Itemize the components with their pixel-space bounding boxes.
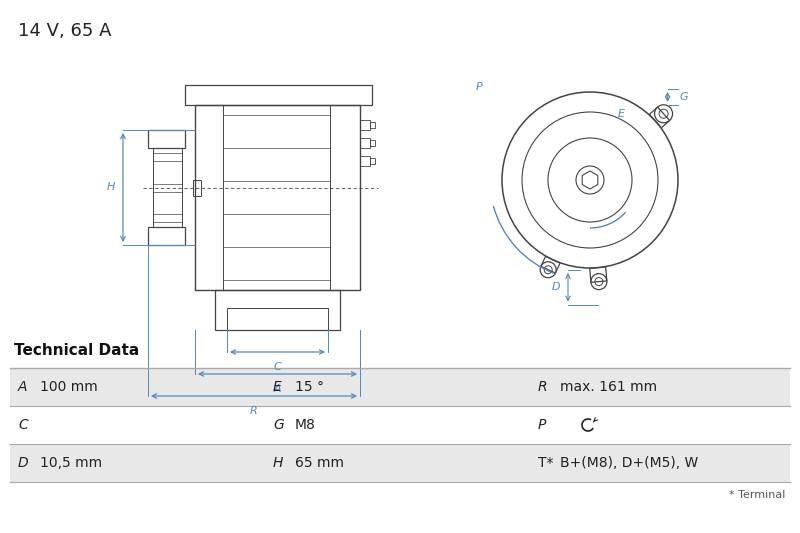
Bar (360, 120, 370, 130)
Text: M8: M8 (295, 418, 316, 432)
Text: Technical Data: Technical Data (14, 343, 139, 358)
Text: A: A (274, 384, 282, 394)
Bar (10, 406, 790, 444)
Text: H: H (106, 182, 115, 192)
Bar (153, 148, 182, 227)
Text: A: A (18, 380, 27, 394)
Text: G: G (679, 92, 688, 102)
Text: R: R (250, 406, 258, 416)
Bar (215, 290, 340, 330)
Text: P: P (538, 418, 546, 432)
Bar (370, 122, 375, 128)
Text: 15 °: 15 ° (295, 380, 324, 394)
Bar (227, 308, 328, 330)
Text: P: P (475, 82, 482, 92)
Text: 65 mm: 65 mm (295, 456, 344, 470)
Text: E: E (273, 380, 282, 394)
Bar (360, 156, 370, 166)
Text: D: D (18, 456, 29, 470)
Bar (330, 105, 360, 290)
Text: T*: T* (538, 456, 554, 470)
Text: H: H (273, 456, 283, 470)
Text: 10,5 mm: 10,5 mm (40, 456, 102, 470)
Text: C: C (274, 362, 282, 372)
Text: * Terminal: * Terminal (729, 490, 785, 500)
Text: 14 V, 65 A: 14 V, 65 A (18, 22, 111, 40)
Text: 100 mm: 100 mm (40, 380, 98, 394)
Bar (195, 105, 360, 290)
Bar (185, 85, 372, 105)
Bar (360, 138, 370, 148)
Text: D: D (551, 282, 560, 292)
Bar (193, 180, 201, 196)
Text: R: R (538, 380, 548, 394)
Text: G: G (273, 418, 284, 432)
Bar (148, 227, 185, 245)
Text: B+(M8), D+(M5), W: B+(M8), D+(M5), W (560, 456, 698, 470)
Text: max. 161 mm: max. 161 mm (560, 380, 657, 394)
Bar (148, 130, 185, 148)
Bar (370, 140, 375, 146)
Bar (10, 444, 790, 482)
Text: E: E (618, 109, 625, 119)
Text: C: C (18, 418, 28, 432)
Bar (10, 368, 790, 406)
Bar (195, 105, 223, 290)
Bar (370, 158, 375, 164)
